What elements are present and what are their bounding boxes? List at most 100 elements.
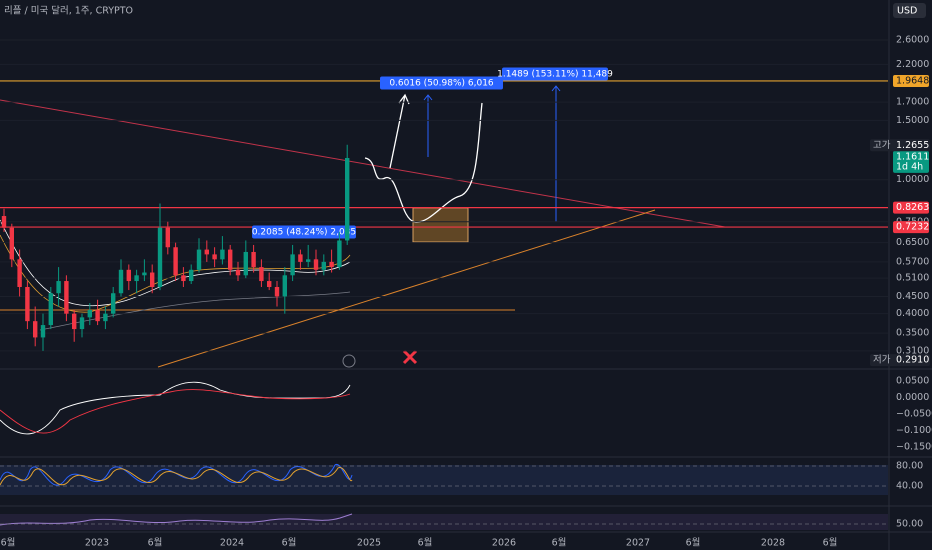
time-label: 2027: [626, 538, 650, 549]
candle-body: [103, 313, 108, 322]
last-price-box: [893, 150, 929, 173]
price-tick-label: 0.6500: [896, 237, 929, 248]
candle-body: [134, 275, 139, 282]
symbol-title: 리플 / 미국 달러, 1주, CRYPTO: [4, 5, 133, 17]
measure-label: 0.2085 (48.24%) 2,085: [252, 228, 356, 238]
price-tick-label: 0.4000: [896, 308, 929, 319]
measure-arrow: [423, 94, 433, 157]
extreme-tag: 저가: [873, 355, 891, 366]
candle-body: [173, 247, 178, 276]
currency: USD: [897, 6, 917, 17]
close-icon[interactable]: [402, 349, 418, 365]
candle-body: [17, 259, 22, 288]
countdown: 1d 4h: [896, 161, 923, 172]
moving-average: [39, 291, 351, 331]
rsi-band: [0, 514, 888, 530]
price-label-box: [893, 74, 929, 87]
macd-line: [0, 381, 351, 435]
time-label: 6월: [552, 537, 567, 549]
candle-body: [251, 251, 256, 268]
currency-badge[interactable]: [893, 3, 926, 18]
candle-body: [204, 249, 209, 255]
trendline-up: [157, 209, 656, 368]
projection-arrow: [389, 93, 410, 169]
time-label: 6월: [148, 537, 163, 549]
price-tick-label: 0.3100: [896, 345, 929, 356]
price-tick-label: 0.5100: [896, 273, 929, 284]
extreme-tag-box: [870, 139, 930, 152]
candle-body: [40, 325, 46, 338]
candle-body: [243, 251, 248, 276]
candle-body: [212, 254, 217, 260]
price-tick-label: 0.5700: [896, 256, 929, 267]
extreme-tag: 고가: [873, 140, 891, 151]
candle-body: [165, 227, 170, 248]
price-tick-label: 2.2000: [896, 59, 929, 70]
price-tick-label: 1.0000: [896, 174, 929, 185]
candle-body: [142, 272, 147, 276]
time-label: 6월: [823, 537, 838, 549]
indicator-tick-label: 40.00: [896, 481, 923, 492]
indicator-tick-label: −0.1500: [896, 442, 932, 453]
indicator-tick-label: 0.0500: [896, 376, 929, 387]
price-label-box: [893, 221, 929, 234]
indicator-tick-label: 80.00: [896, 461, 923, 472]
price-tick-label: 1.5000: [896, 115, 929, 126]
candle-body: [298, 254, 303, 262]
candle-body: [48, 293, 53, 326]
candle-body: [111, 293, 116, 314]
extreme-price: 1.2655: [896, 140, 929, 151]
candle-body: [228, 249, 233, 270]
rsi-line: [0, 513, 353, 526]
indicator-tick-label: 50.00: [896, 519, 923, 530]
candle-body: [118, 269, 124, 294]
candle-body: [126, 269, 131, 282]
candle-body: [329, 261, 334, 268]
lightning-icon[interactable]: [342, 354, 356, 368]
time-label: 2028: [761, 538, 785, 549]
candle-body: [56, 281, 61, 294]
target-box: [412, 207, 469, 243]
candle-body: [235, 269, 241, 276]
time-label: 6월: [418, 537, 433, 549]
candle-body: [181, 275, 186, 282]
time-label: 6월: [1, 537, 16, 549]
measure-label-box: [252, 225, 356, 239]
time-label: 2025: [357, 538, 381, 549]
indicator-tick-label: −0.0500: [896, 409, 932, 420]
candle-body: [267, 281, 272, 288]
candle-body: [64, 281, 69, 314]
time-label: 6월: [282, 537, 297, 549]
measure-label: 1.1489 (153.11%) 11,489: [497, 70, 613, 80]
price-label: 0.8263: [896, 202, 929, 213]
candle-body: [157, 227, 163, 288]
candle-body: [1, 216, 7, 228]
candle-body: [259, 267, 264, 282]
time-label: 2024: [220, 538, 244, 549]
price-tick-label: 2.6000: [896, 35, 929, 46]
price-tick-label: 0.4500: [896, 291, 929, 302]
candle-body: [337, 240, 342, 268]
candle-body: [313, 259, 319, 270]
candle-body: [345, 158, 350, 241]
candle-body: [150, 272, 155, 288]
candle-body: [282, 275, 287, 297]
price-tick-label: 1.7000: [896, 97, 929, 108]
stoch-band: [0, 465, 888, 495]
price-tick-label: 0.3500: [896, 328, 929, 339]
time-label: 6월: [686, 537, 701, 549]
macd-signal: [0, 389, 351, 434]
stoch-d: [0, 467, 353, 486]
price-label: 0.7232: [896, 222, 929, 233]
measure-label-box: [502, 67, 608, 81]
candle-body: [95, 310, 100, 322]
measure-label-box: [380, 76, 503, 90]
measure-arrow: [551, 85, 561, 222]
price-label: 1.9648: [896, 75, 929, 86]
candle-body: [9, 227, 14, 260]
candle-body: [290, 254, 295, 276]
candle-body: [321, 261, 326, 270]
